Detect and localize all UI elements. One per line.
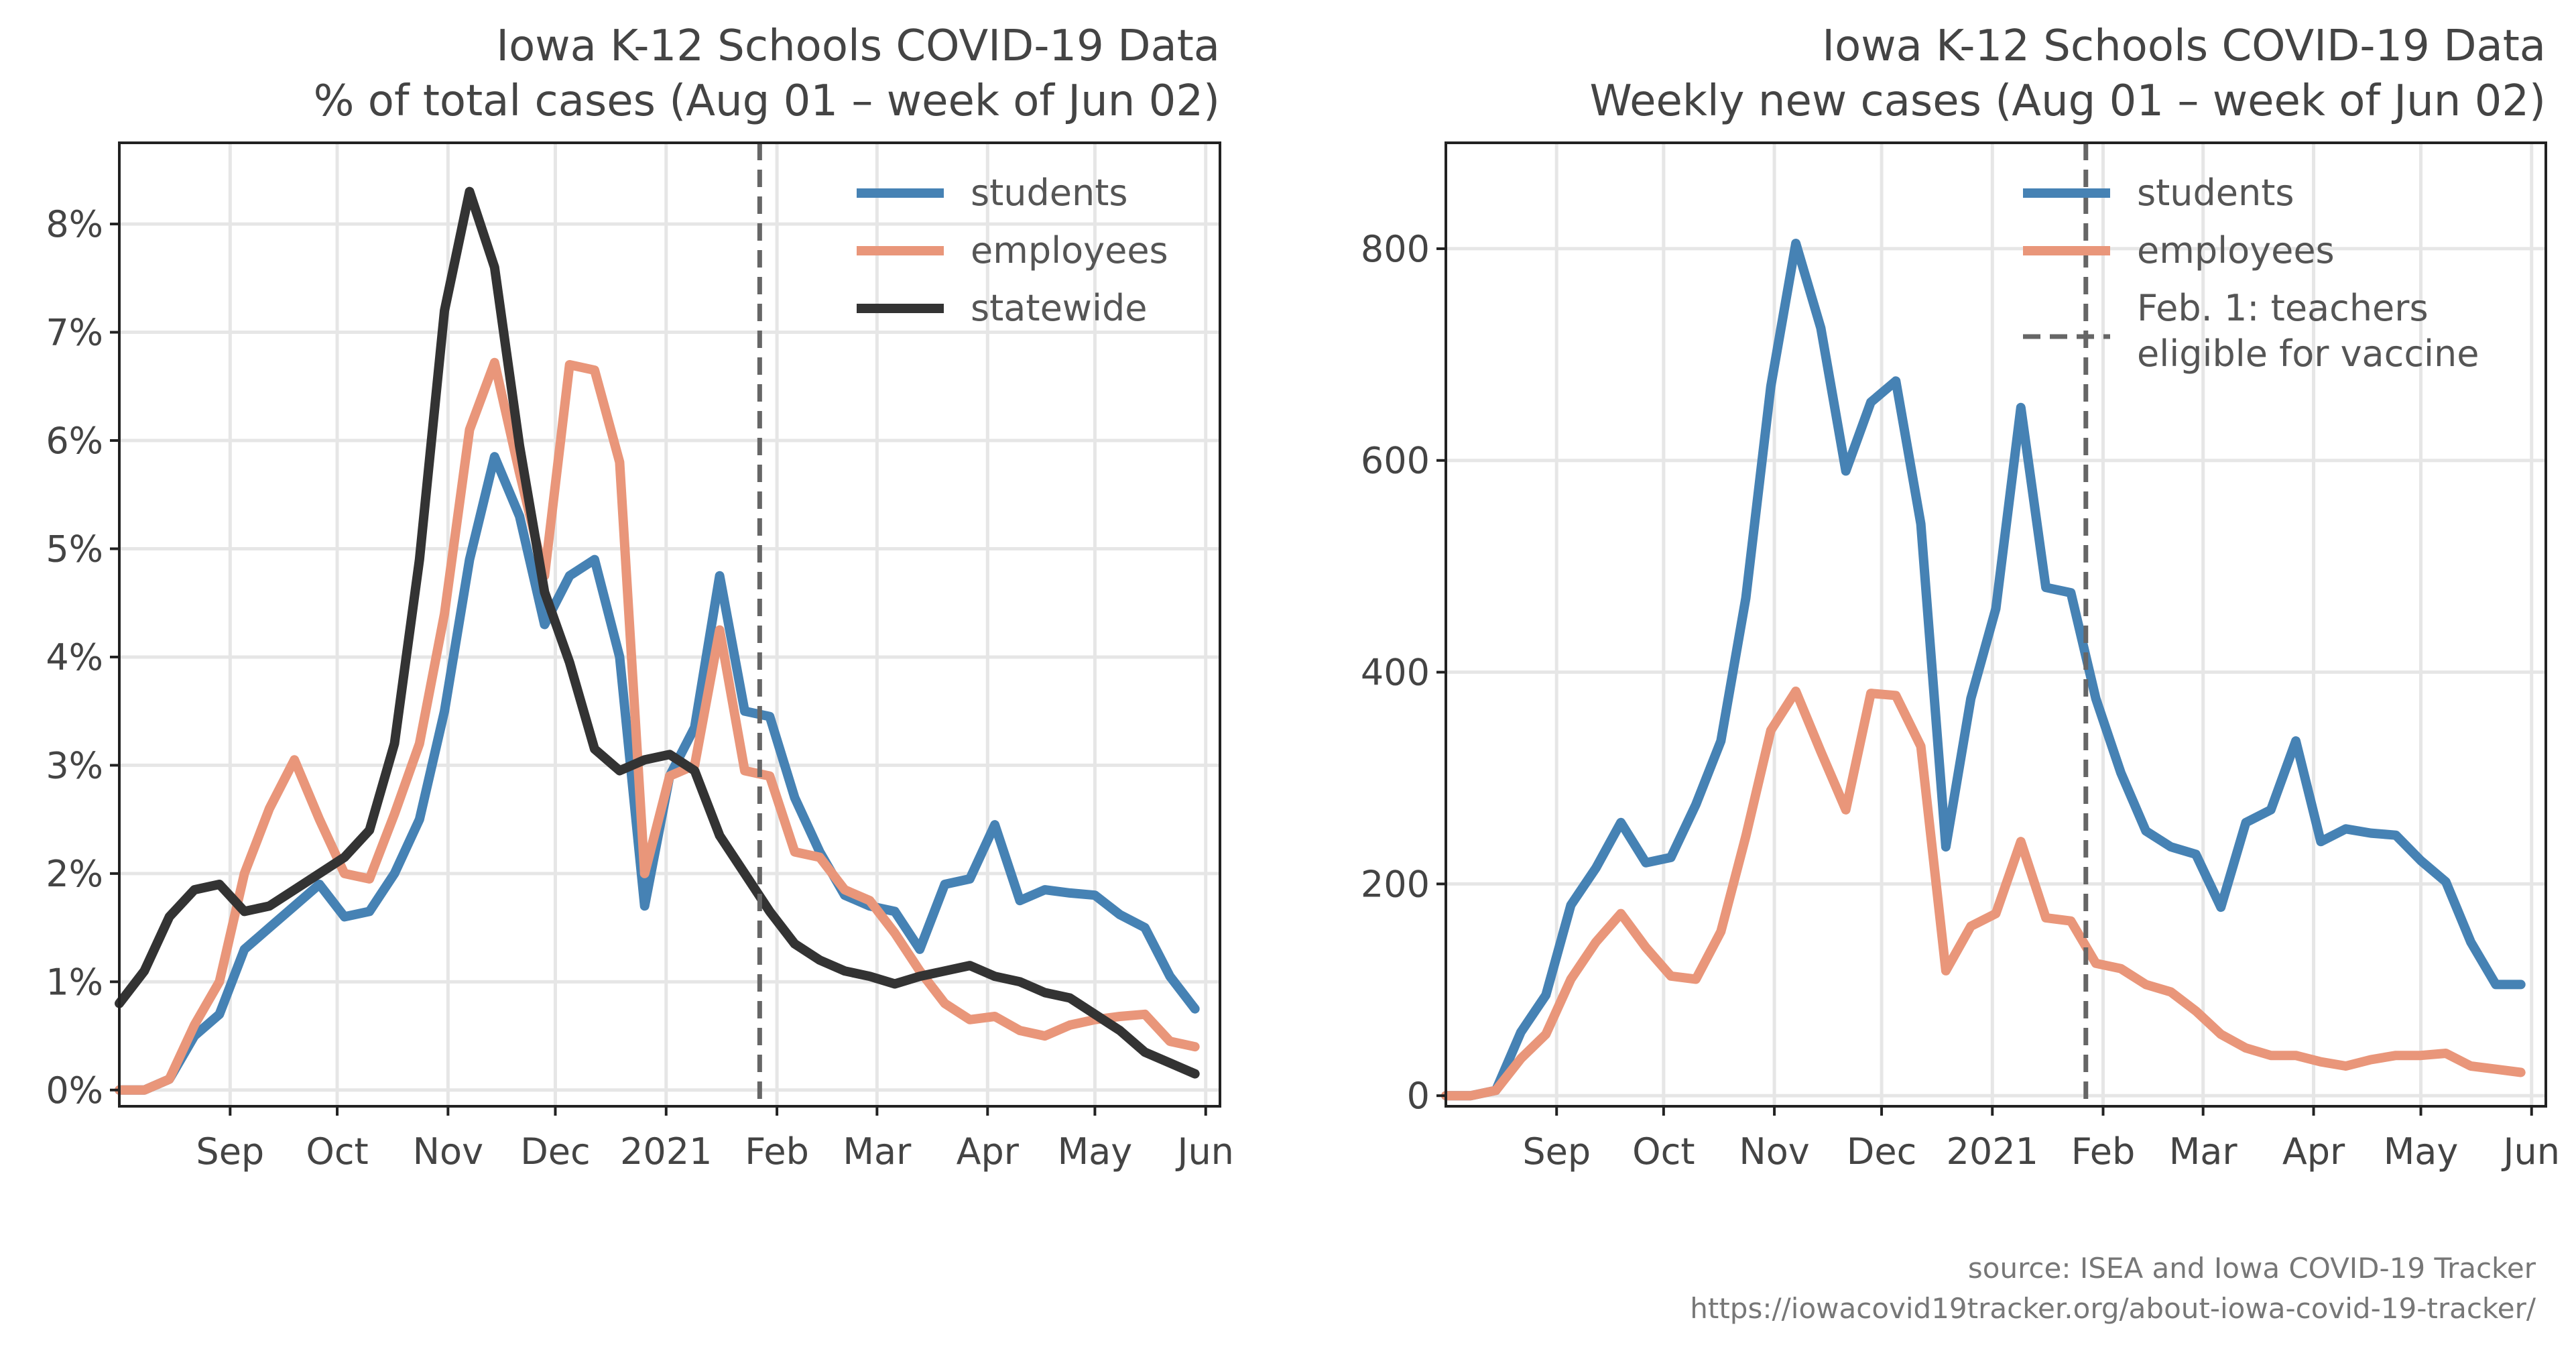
y-tick-label: 5% xyxy=(46,528,103,570)
x-tick-label: Apr xyxy=(957,1130,1020,1173)
x-tick-label: Sep xyxy=(1522,1130,1591,1173)
series-line-employees xyxy=(1441,687,2526,1101)
x-tick-label: 2021 xyxy=(620,1130,712,1173)
series-line-statewide xyxy=(115,186,1200,1079)
x-tick-label: May xyxy=(2384,1130,2459,1173)
x-tick-label: Feb xyxy=(2071,1130,2136,1173)
y-tick-label: 4% xyxy=(46,636,103,679)
right-chart-panel: Iowa K-12 Schools COVID-19 Data Weekly n… xyxy=(1361,21,2560,1173)
x-tick-label: Apr xyxy=(2282,1130,2345,1173)
left-legend-employees-label: employees xyxy=(971,229,1168,272)
x-tick-label: 2021 xyxy=(1947,1130,2038,1173)
x-tick-label: Jun xyxy=(2502,1130,2560,1173)
y-tick-label: 400 xyxy=(1361,652,1430,694)
y-tick-label: 8% xyxy=(46,203,103,245)
left-plot-frame xyxy=(118,141,1221,1108)
left-legend-statewide-label: statewide xyxy=(971,287,1147,329)
x-tick-label: Nov xyxy=(413,1130,483,1173)
x-tick-label: Oct xyxy=(306,1130,368,1173)
y-tick-label: 0% xyxy=(46,1069,103,1112)
right-legend-vline-label-2: eligible for vaccine xyxy=(2137,333,2479,375)
right-legend-employees-label: employees xyxy=(2137,229,2335,272)
right-plot-frame xyxy=(1445,141,2547,1108)
x-tick-label: Dec xyxy=(520,1130,591,1173)
left-legend: students employees statewide xyxy=(857,172,1168,329)
y-tick-label: 2% xyxy=(46,853,103,895)
left-chart-subtitle: % of total cases (Aug 01 – week of Jun 0… xyxy=(314,76,1220,126)
y-tick-label: 0 xyxy=(1407,1075,1430,1117)
x-tick-label: Feb xyxy=(745,1130,809,1173)
source-line-2: https://iowacovid19tracker.org/about-iow… xyxy=(1690,1292,2536,1325)
right-legend: students employees Feb. 1: teachers elig… xyxy=(2023,172,2479,375)
series-line-students xyxy=(115,452,1200,1095)
source-line-1: source: ISEA and Iowa COVID-19 Tracker xyxy=(1968,1252,2536,1285)
y-tick-label: 3% xyxy=(46,744,103,786)
y-tick-label: 200 xyxy=(1361,863,1430,905)
right-legend-vline-label-1: Feb. 1: teachers xyxy=(2137,287,2429,329)
x-tick-label: May xyxy=(1058,1130,1133,1173)
right-chart-title: Iowa K-12 Schools COVID-19 Data xyxy=(1822,21,2546,71)
right-chart-subtitle: Weekly new cases (Aug 01 – week of Jun 0… xyxy=(1590,76,2546,126)
y-tick-label: 7% xyxy=(46,312,103,354)
right-series xyxy=(1441,239,2526,1101)
y-tick-label: 6% xyxy=(46,420,103,462)
left-chart-panel: Iowa K-12 Schools COVID-19 Data % of tot… xyxy=(46,21,1234,1173)
left-series xyxy=(115,186,1200,1095)
y-tick-label: 600 xyxy=(1361,440,1430,482)
series-line-employees xyxy=(115,357,1200,1095)
left-ticks: 0% 1% 2% 3% 4% 5% 6% 7% 8% Sep Oct Nov Dec 2021 Feb Mar… xyxy=(46,203,1234,1173)
x-tick-label: Sep xyxy=(196,1130,264,1173)
right-ticks: 0 200 400 600 800 Sep Oct Nov Dec 2021 Feb Mar Apr Ma… xyxy=(1361,228,2560,1173)
x-tick-label: Oct xyxy=(1632,1130,1695,1173)
left-legend-students-label: students xyxy=(971,172,1128,214)
right-legend-students-label: students xyxy=(2137,172,2294,214)
x-tick-label: Dec xyxy=(1847,1130,1917,1173)
left-chart-title: Iowa K-12 Schools COVID-19 Data xyxy=(496,21,1220,71)
x-tick-label: Jun xyxy=(1176,1130,1234,1173)
x-tick-label: Nov xyxy=(1739,1130,1809,1173)
y-tick-label: 800 xyxy=(1361,228,1430,270)
x-tick-label: Mar xyxy=(2169,1130,2238,1173)
y-tick-label: 1% xyxy=(46,961,103,1003)
x-tick-label: Mar xyxy=(843,1130,912,1173)
series-line-students xyxy=(1441,239,2526,1101)
